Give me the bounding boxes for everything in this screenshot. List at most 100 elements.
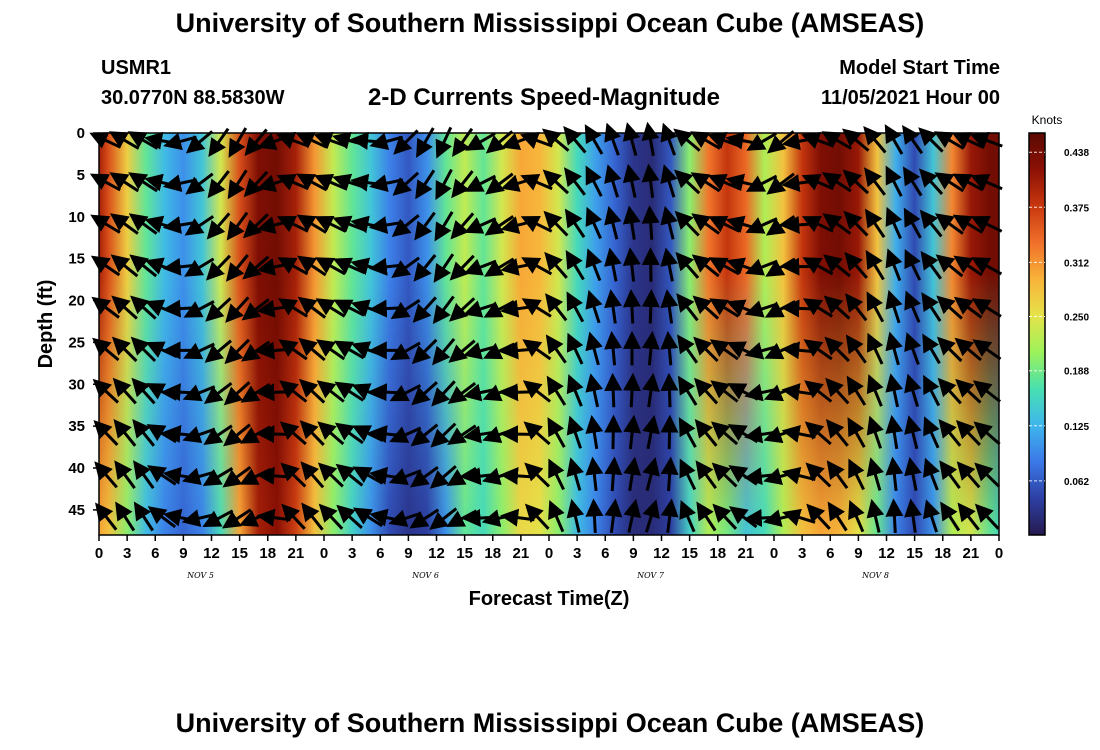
x-tick-label: 3	[798, 545, 806, 562]
y-axis-title: Depth (ft)	[35, 280, 57, 369]
current-vector	[781, 257, 816, 276]
current-vector	[865, 249, 885, 281]
current-vector	[93, 420, 119, 446]
current-vector	[623, 498, 642, 533]
current-vector	[902, 166, 923, 197]
current-vector	[411, 381, 438, 406]
current-vector	[642, 372, 660, 408]
current-vector	[523, 421, 551, 446]
x-tick-label: 15	[681, 545, 698, 562]
current-vector	[938, 419, 962, 447]
current-vector	[923, 457, 940, 491]
current-vector	[885, 289, 903, 324]
current-vector	[412, 296, 437, 323]
current-vector	[411, 338, 438, 365]
current-vector	[604, 456, 623, 492]
current-vector	[451, 170, 474, 199]
x-tick-label: 21	[288, 545, 305, 562]
model-start-label: Model Start Time	[839, 57, 1000, 79]
current-vector	[281, 503, 306, 530]
current-vector	[521, 298, 552, 318]
current-vector	[622, 122, 641, 156]
current-vector	[904, 456, 922, 491]
current-vector	[660, 122, 678, 156]
current-vector	[115, 501, 136, 532]
current-vector	[885, 498, 904, 533]
x-tick-label: 18	[709, 545, 726, 562]
x-tick-label: 12	[428, 545, 445, 562]
current-vector	[522, 380, 552, 403]
current-vector	[548, 458, 565, 491]
current-vector	[500, 383, 535, 402]
current-vector	[565, 249, 585, 281]
current-vector	[132, 418, 156, 447]
current-vector	[969, 132, 1003, 149]
current-vector	[94, 461, 118, 489]
current-vector	[585, 206, 603, 240]
current-vector	[432, 295, 455, 325]
current-vector	[227, 169, 248, 200]
current-vector	[300, 461, 325, 489]
current-vector	[939, 460, 961, 489]
current-vector	[974, 503, 1000, 530]
current-vector	[604, 330, 623, 366]
x-tick-label: 12	[203, 545, 220, 562]
current-vector	[390, 299, 421, 320]
current-vector	[904, 373, 922, 408]
current-vector	[970, 216, 1003, 233]
current-vector	[409, 465, 439, 488]
x-tick-label: 6	[376, 545, 384, 562]
current-vector	[866, 457, 884, 491]
current-vector	[676, 293, 699, 322]
current-vector	[162, 383, 198, 402]
current-vector	[604, 414, 623, 450]
current-vector	[822, 213, 852, 235]
current-vector	[955, 420, 981, 446]
current-vector	[604, 289, 622, 324]
current-vector	[566, 291, 585, 323]
current-vector	[317, 462, 344, 488]
current-vector	[864, 208, 886, 239]
current-vector	[679, 458, 697, 491]
current-vector	[641, 121, 660, 157]
current-vector	[903, 207, 922, 239]
x-tick-label: 15	[456, 545, 473, 562]
current-vector	[955, 378, 982, 404]
current-vector	[204, 339, 232, 363]
current-vector	[843, 210, 869, 237]
x-axis-title: Forecast Time(Z)	[469, 588, 630, 610]
y-tick-label: 0	[77, 125, 85, 142]
current-vector	[585, 248, 603, 282]
current-vector	[604, 247, 622, 282]
x-tick-label: 9	[404, 545, 412, 562]
current-vector	[435, 126, 453, 159]
current-vector	[866, 415, 884, 449]
current-vector	[415, 169, 436, 200]
current-vector	[318, 503, 344, 530]
current-vector	[921, 292, 942, 322]
current-vector	[885, 414, 904, 450]
current-vector	[712, 503, 738, 530]
current-vector	[678, 417, 697, 448]
x-tick-label: 0	[95, 545, 103, 562]
current-vector	[622, 289, 641, 324]
current-vector	[919, 209, 943, 238]
current-vector	[434, 211, 454, 242]
current-vector	[844, 251, 868, 279]
colorbar-tick-label: 0.250	[1064, 313, 1089, 324]
current-vector	[711, 462, 738, 488]
x-tick-label: 6	[601, 545, 609, 562]
current-vector	[904, 498, 922, 533]
current-vector	[184, 215, 215, 236]
current-vector	[410, 423, 439, 447]
current-vector	[825, 419, 849, 447]
colorbar-tick-label: 0.438	[1064, 148, 1089, 159]
current-vector	[548, 499, 565, 533]
current-vector	[542, 128, 570, 152]
y-tick-label: 25	[68, 334, 85, 351]
current-vector	[542, 169, 570, 195]
current-vector	[391, 256, 420, 279]
current-vector	[585, 456, 604, 492]
station-id: USMR1	[101, 57, 172, 79]
